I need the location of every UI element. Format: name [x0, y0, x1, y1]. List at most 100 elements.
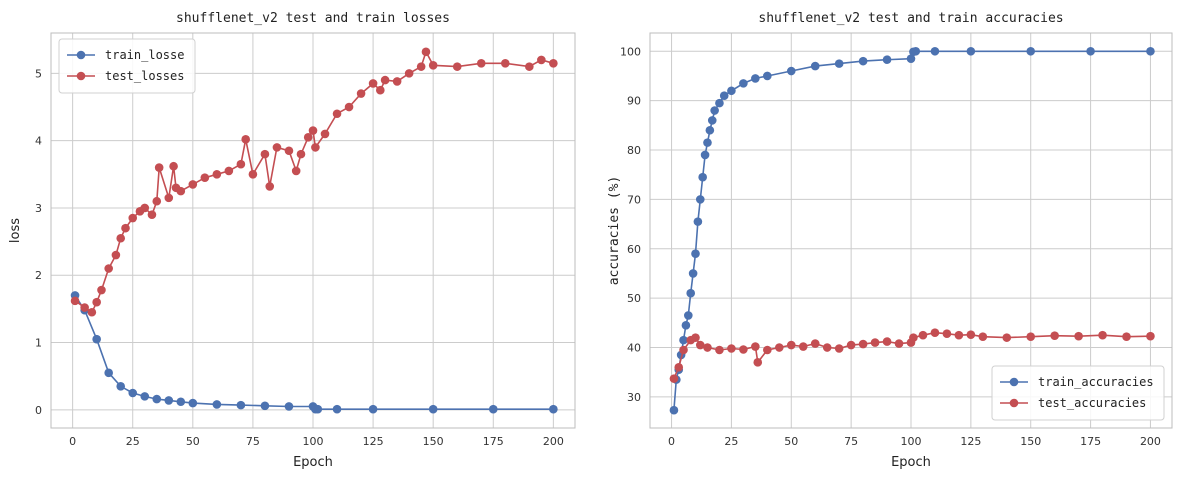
data-point [128, 388, 138, 398]
series-train_accuracies [669, 46, 1155, 415]
data-point [380, 75, 390, 85]
data-point [476, 58, 486, 68]
data-point [248, 170, 258, 179]
data-point [710, 106, 719, 115]
data-point [116, 381, 126, 391]
data-point [681, 321, 691, 330]
data-point [212, 400, 222, 409]
data-point [332, 109, 342, 119]
data-point [284, 146, 294, 156]
data-point [152, 394, 162, 404]
data-point [152, 196, 162, 206]
y-tick-label: 40 [627, 342, 641, 355]
data-point [313, 404, 323, 414]
data-point [930, 46, 940, 56]
data-point [753, 358, 763, 367]
data-point [822, 343, 832, 352]
data-point [236, 400, 246, 410]
data-point [698, 172, 707, 182]
data-point [92, 334, 101, 344]
series-test_accuracies [669, 328, 1155, 383]
x-tick-label: 100 [303, 435, 324, 448]
data-point [966, 46, 976, 56]
data-point [188, 180, 198, 189]
data-point [320, 129, 330, 139]
data-point [140, 203, 150, 213]
data-point [739, 345, 748, 354]
legend-box [58, 38, 196, 94]
data-point [376, 85, 385, 95]
data-point [488, 404, 498, 414]
data-point [549, 58, 558, 68]
data-point [786, 66, 796, 76]
data-point [97, 285, 106, 295]
data-point [942, 329, 952, 338]
data-point [763, 71, 772, 81]
data-point [140, 392, 150, 401]
data-point [751, 74, 760, 83]
legend-label: train_accuracies [1038, 375, 1154, 389]
data-point [291, 166, 301, 176]
data-point [200, 173, 210, 182]
data-point [104, 264, 113, 273]
x-tick-label: 150 [1020, 435, 1041, 448]
data-point [858, 339, 868, 349]
data-point [368, 79, 378, 88]
data-point [147, 210, 157, 219]
x-tick-label: 25 [724, 435, 738, 448]
data-point [695, 195, 705, 204]
data-point [80, 303, 89, 312]
data-point [104, 368, 113, 378]
data-point [236, 159, 246, 169]
data-point [703, 138, 712, 147]
data-point [705, 125, 715, 135]
data-point [966, 330, 976, 339]
data-point [911, 46, 921, 56]
loss-chart: 0 25 50 75 100 125 150 175 200 0 1 2 3 4 5 shufflenet_v… [8, 11, 576, 470]
data-point [700, 150, 710, 160]
x-axis-label: Epoch [293, 455, 333, 470]
series-train_losse [70, 291, 558, 414]
x-tick-label: 200 [1140, 435, 1161, 448]
data-point [727, 86, 736, 96]
x-axis-label: Epoch [891, 455, 931, 470]
data-point [537, 55, 546, 65]
data-point [978, 332, 988, 341]
x-tick-label: 0 [69, 435, 76, 448]
data-point [693, 217, 703, 226]
data-point [421, 47, 431, 57]
data-point [930, 328, 940, 338]
data-point [368, 404, 378, 414]
data-point [241, 135, 250, 144]
data-point [128, 213, 138, 223]
data-point [176, 186, 186, 196]
data-point [954, 330, 964, 340]
y-tick-label: 5 [35, 67, 42, 80]
data-point [272, 143, 282, 152]
data-point [1050, 331, 1059, 340]
data-point [858, 56, 868, 66]
y-tick-label: 1 [35, 337, 42, 350]
y-tick-label: 4 [35, 135, 42, 148]
data-point [669, 405, 679, 415]
legend-label: train_losse [105, 48, 184, 62]
legend-marker [1009, 398, 1019, 408]
data-point [169, 161, 178, 171]
data-point [260, 149, 270, 159]
y-tick-label: 70 [627, 193, 641, 206]
data-point [1002, 333, 1012, 342]
y-axis-label: accuracies (%) [607, 176, 622, 286]
chart-title: shufflenet_v2 test and train accuracies [758, 11, 1063, 26]
x-tick-label: 150 [423, 435, 444, 448]
chart-title: shufflenet_v2 test and train losses [176, 11, 450, 26]
plot-frame [50, 32, 576, 429]
accuracy-chart: 0 25 50 75 100 125 150 175 200 30 40 50 60 70 80 90 100 s… [607, 11, 1173, 470]
data-point [763, 345, 772, 355]
x-tick-label: 75 [246, 435, 260, 448]
x-tick-label: 0 [668, 435, 675, 448]
data-point [679, 345, 688, 355]
data-point [1146, 331, 1155, 341]
y-tick-label: 30 [627, 391, 641, 404]
data-point [703, 343, 712, 352]
data-point [727, 344, 736, 353]
